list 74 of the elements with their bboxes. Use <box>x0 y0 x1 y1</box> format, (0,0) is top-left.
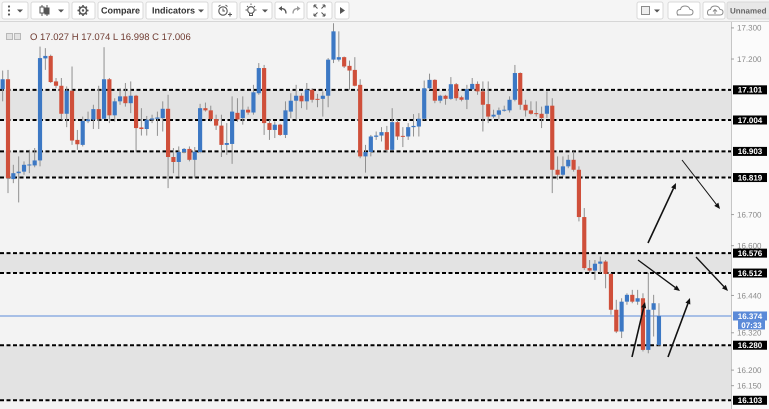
candlestick <box>406 122 410 140</box>
text: 07:33 <box>741 320 762 330</box>
ref-line-label: 16.512 <box>738 268 763 278</box>
candlestick <box>64 86 69 128</box>
candlestick <box>427 73 432 90</box>
ref-line-label: 16.280 <box>738 341 763 350</box>
candlestick <box>448 76 453 100</box>
candlestick <box>203 102 208 112</box>
candlestick <box>304 82 309 110</box>
candlestick <box>614 299 618 334</box>
candlestick <box>144 115 149 136</box>
candlestick <box>187 146 192 162</box>
candlestick <box>96 85 101 130</box>
candlestick <box>379 126 384 142</box>
candlestick <box>572 150 576 172</box>
candlestick <box>171 147 176 174</box>
y-tick-label: 16.600 <box>737 241 762 250</box>
candlestick <box>588 259 592 274</box>
candlestick <box>604 259 608 289</box>
text: Unnamed <box>730 6 767 16</box>
ref-line-label: 16.103 <box>738 396 763 406</box>
candlestick <box>214 114 218 130</box>
y-tick-label: 17.200 <box>737 54 762 64</box>
candlestick <box>464 84 469 110</box>
candlestick <box>112 98 117 122</box>
candlestick <box>235 98 240 122</box>
candlestick <box>560 156 566 178</box>
y-tick-label: 17.300 <box>737 24 762 33</box>
ref-line-label: 17.004 <box>738 116 763 125</box>
candlestick <box>363 144 368 174</box>
candlestick <box>294 84 298 120</box>
candlestick <box>272 121 277 139</box>
candlestick <box>278 123 282 136</box>
candlestick <box>384 125 389 153</box>
y-tick-label: 16.320 <box>737 328 762 338</box>
annotation: O 17.027 H 17.074 L 16.998 C 17.006 <box>30 32 191 43</box>
ref-line-label: 17.101 <box>738 86 763 95</box>
candlestick <box>11 164 16 184</box>
text: Indicators <box>152 6 196 16</box>
candlestick <box>320 90 325 118</box>
candlestick <box>624 292 630 306</box>
ref-line-label: 16.819 <box>738 173 763 182</box>
ref-line-label: 16.374 <box>738 312 763 321</box>
candlestick <box>219 114 224 158</box>
ref-line-label: 16.576 <box>738 248 763 258</box>
candlestick <box>0 70 5 102</box>
candlestick <box>470 77 474 90</box>
y-tick-label: 16.150 <box>737 381 762 390</box>
candlestick <box>118 88 122 106</box>
candlestick <box>592 259 598 280</box>
y-tick-label: 16.700 <box>737 210 762 220</box>
y-tick-label: 16.440 <box>737 291 762 300</box>
candlestick <box>123 82 128 108</box>
y-tick-label: 16.200 <box>737 366 762 375</box>
candlestick <box>652 294 656 338</box>
candlestick <box>544 90 549 119</box>
ref-line-label: 16.903 <box>738 147 763 156</box>
candlestick <box>523 99 528 118</box>
candlestick <box>267 119 272 140</box>
candlestick <box>598 256 602 274</box>
candlestick <box>240 96 245 126</box>
candlestick <box>443 94 448 106</box>
candlestick <box>566 154 570 169</box>
candlestick <box>432 78 437 104</box>
candlestick <box>299 92 304 109</box>
candlestick <box>91 104 96 130</box>
candlestick <box>208 105 213 122</box>
candlestick <box>176 146 181 178</box>
text: Compare <box>100 6 140 16</box>
candlestick <box>80 116 85 147</box>
candlestick <box>475 80 480 96</box>
candlestick <box>128 80 133 114</box>
candlestick <box>16 156 21 203</box>
candlestick <box>630 289 634 304</box>
